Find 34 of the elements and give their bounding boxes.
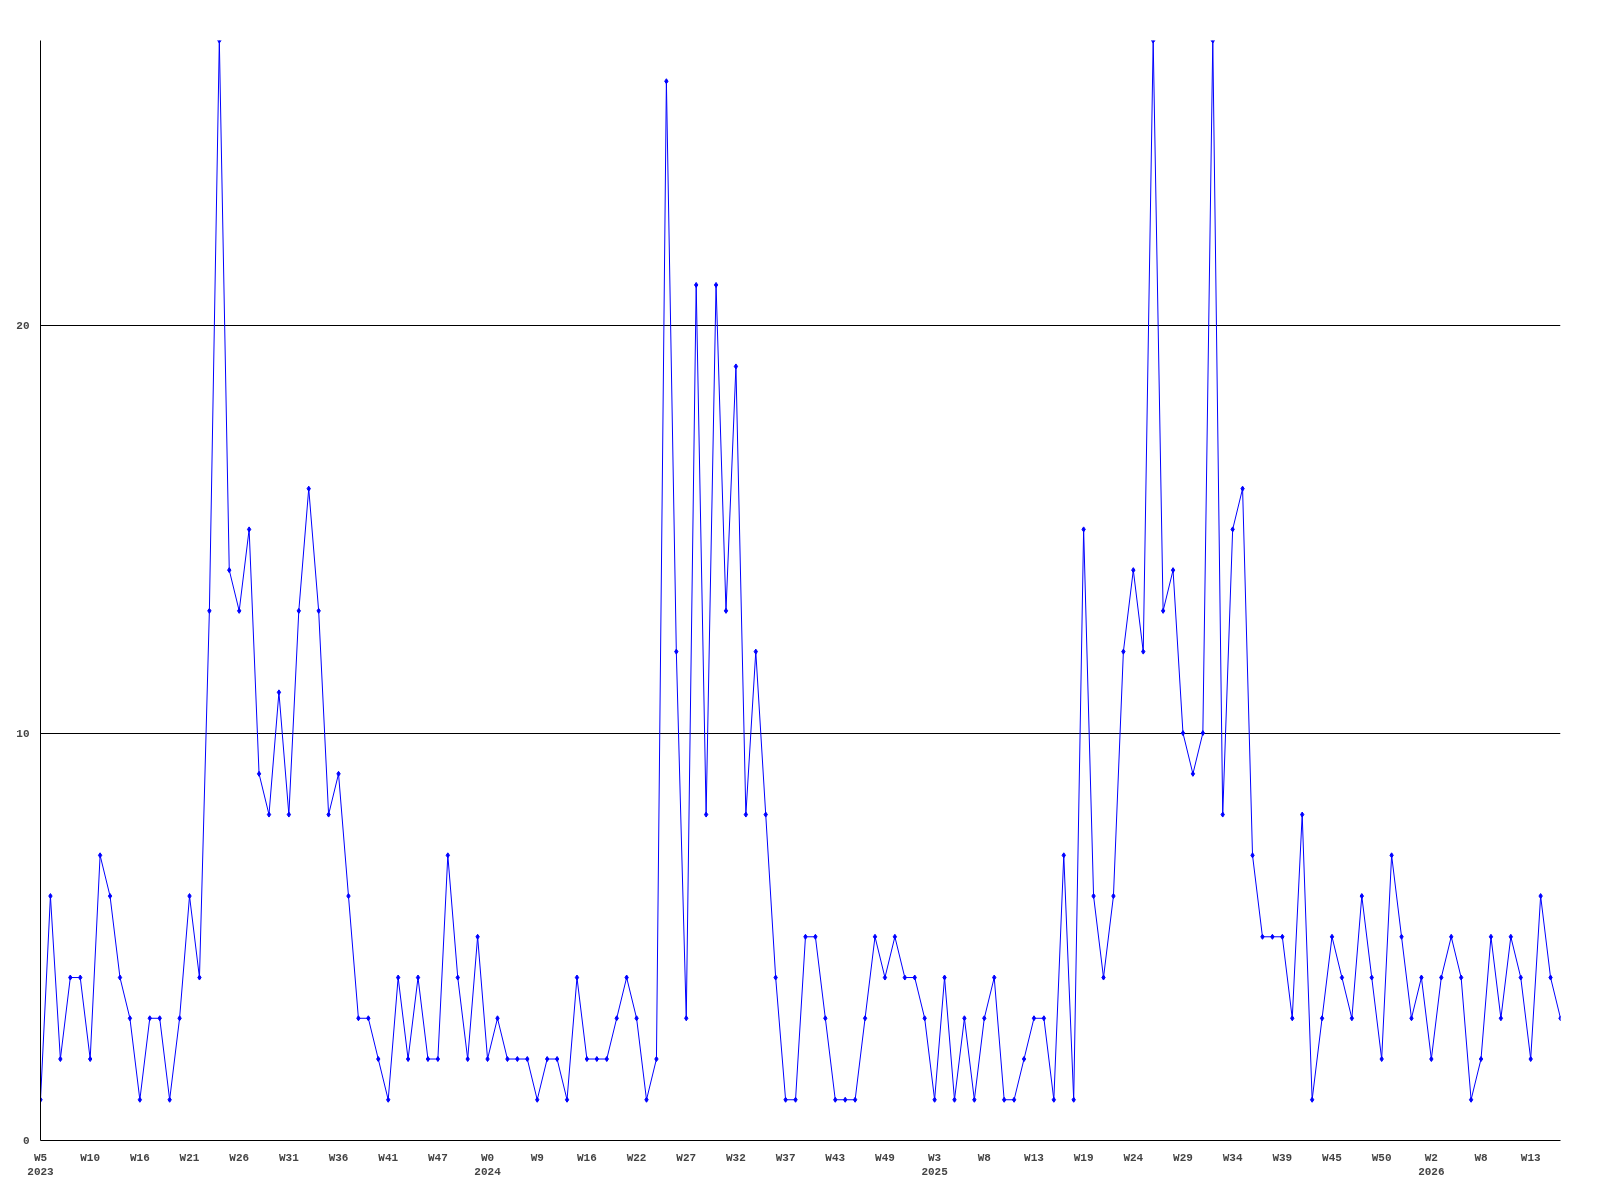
x-tick-label: W45 [1322,1151,1343,1164]
x-tick-label: W32 [726,1151,746,1164]
x-tick-label: W39 [1272,1151,1293,1164]
x-tick-label: W36 [328,1151,349,1164]
x-tick-label: W16 [129,1151,150,1164]
x-tick-label: W31 [278,1151,300,1164]
y-tick-label: 0 [22,1135,30,1147]
x-tick-label: W41 [378,1151,399,1164]
x-tick-label: W34 [1222,1151,1243,1164]
x-tick-label: W19 [1073,1151,1094,1164]
x-tick-label: W16 [577,1151,597,1164]
x-tick-label: W43 [825,1151,846,1164]
x-tick-label: W24 [1123,1151,1144,1164]
x-tick-label: W21 [179,1151,200,1164]
y-tick-label: 20 [16,320,30,333]
y-tick-label: 10 [16,727,30,740]
x-tick-label: W50 [1371,1151,1392,1164]
x-tick-label: W29 [1173,1151,1193,1164]
x-tick-label: W3 2025 [921,1151,949,1178]
x-tick-label: W13 [1520,1151,1541,1164]
x-tick-label: W37 [775,1151,796,1164]
x-tick-label: W2 2026 [1418,1151,1445,1178]
x-tick-label: W0 2024 [474,1151,502,1178]
x-tick-label: W5 2023 [27,1151,55,1178]
x-tick-label: W22 [626,1151,647,1164]
x-tick-label: W8 [1474,1151,1489,1164]
x-tick-label: W9 [530,1151,544,1164]
x-tick-label: W27 [676,1151,697,1164]
x-tick-label: W26 [229,1151,250,1164]
x-tick-label: W49 [875,1151,895,1164]
x-tick-label: W10 [80,1151,101,1164]
x-tick-label: W13 [1024,1151,1045,1164]
x-tick-label: W47 [427,1151,448,1164]
x-tick-label: W8 [977,1151,992,1164]
